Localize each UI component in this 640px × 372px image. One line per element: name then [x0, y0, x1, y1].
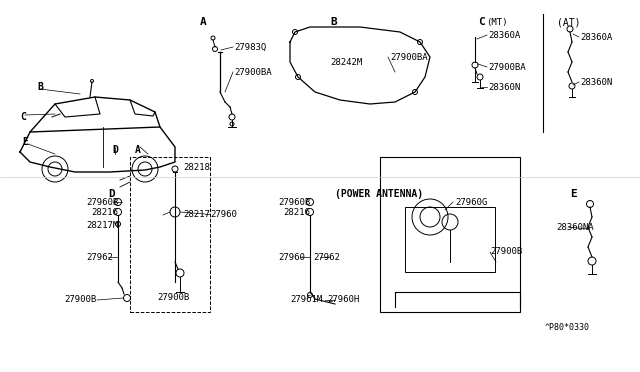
Text: 27960B: 27960B [86, 198, 118, 206]
Text: 28360N: 28360N [580, 77, 612, 87]
Text: 27960G: 27960G [455, 198, 487, 206]
Text: 28216: 28216 [91, 208, 118, 217]
Bar [130, 157, 210, 312]
Text: 28242M: 28242M [330, 58, 362, 67]
Text: E: E [570, 189, 577, 199]
Text: A: A [135, 145, 141, 155]
Text: 27961M: 27961M [290, 295, 323, 305]
Text: 28360A: 28360A [580, 32, 612, 42]
Text: D: D [112, 145, 118, 155]
Text: C: C [478, 17, 484, 27]
Text: A: A [200, 17, 207, 27]
Text: 27900B: 27900B [65, 295, 97, 305]
Text: C: C [20, 112, 26, 122]
Text: B: B [330, 17, 337, 27]
Bar [380, 157, 520, 312]
Text: 28360N: 28360N [488, 83, 520, 92]
Text: 27960B: 27960B [278, 198, 310, 206]
Bar [405, 207, 495, 272]
Text: 27900B: 27900B [490, 247, 522, 257]
Text: 28216: 28216 [283, 208, 310, 217]
Text: 27960: 27960 [210, 209, 237, 218]
Text: (MT): (MT) [486, 17, 508, 26]
Text: 27900B: 27900B [157, 292, 189, 301]
Text: 27900BA: 27900BA [390, 52, 428, 61]
Text: 27900BA: 27900BA [488, 62, 525, 71]
Text: ^P80*0330: ^P80*0330 [545, 323, 590, 331]
Text: 28217: 28217 [183, 209, 210, 218]
Text: 27962: 27962 [86, 253, 113, 262]
Text: 28218: 28218 [183, 163, 210, 171]
Text: D: D [108, 189, 115, 199]
Text: 27900BA: 27900BA [234, 67, 271, 77]
Text: (AT): (AT) [557, 17, 580, 27]
Text: 27960H: 27960H [327, 295, 359, 305]
Text: 27960: 27960 [278, 253, 305, 262]
Text: 27983Q: 27983Q [234, 42, 266, 51]
Text: B: B [37, 82, 43, 92]
Text: 27962: 27962 [313, 253, 340, 262]
Text: 28360NA: 28360NA [556, 222, 594, 231]
Text: 28360A: 28360A [488, 31, 520, 39]
Text: E: E [22, 137, 28, 147]
Text: (POWER ANTENNA): (POWER ANTENNA) [335, 189, 423, 199]
Text: 28217M: 28217M [86, 221, 118, 230]
